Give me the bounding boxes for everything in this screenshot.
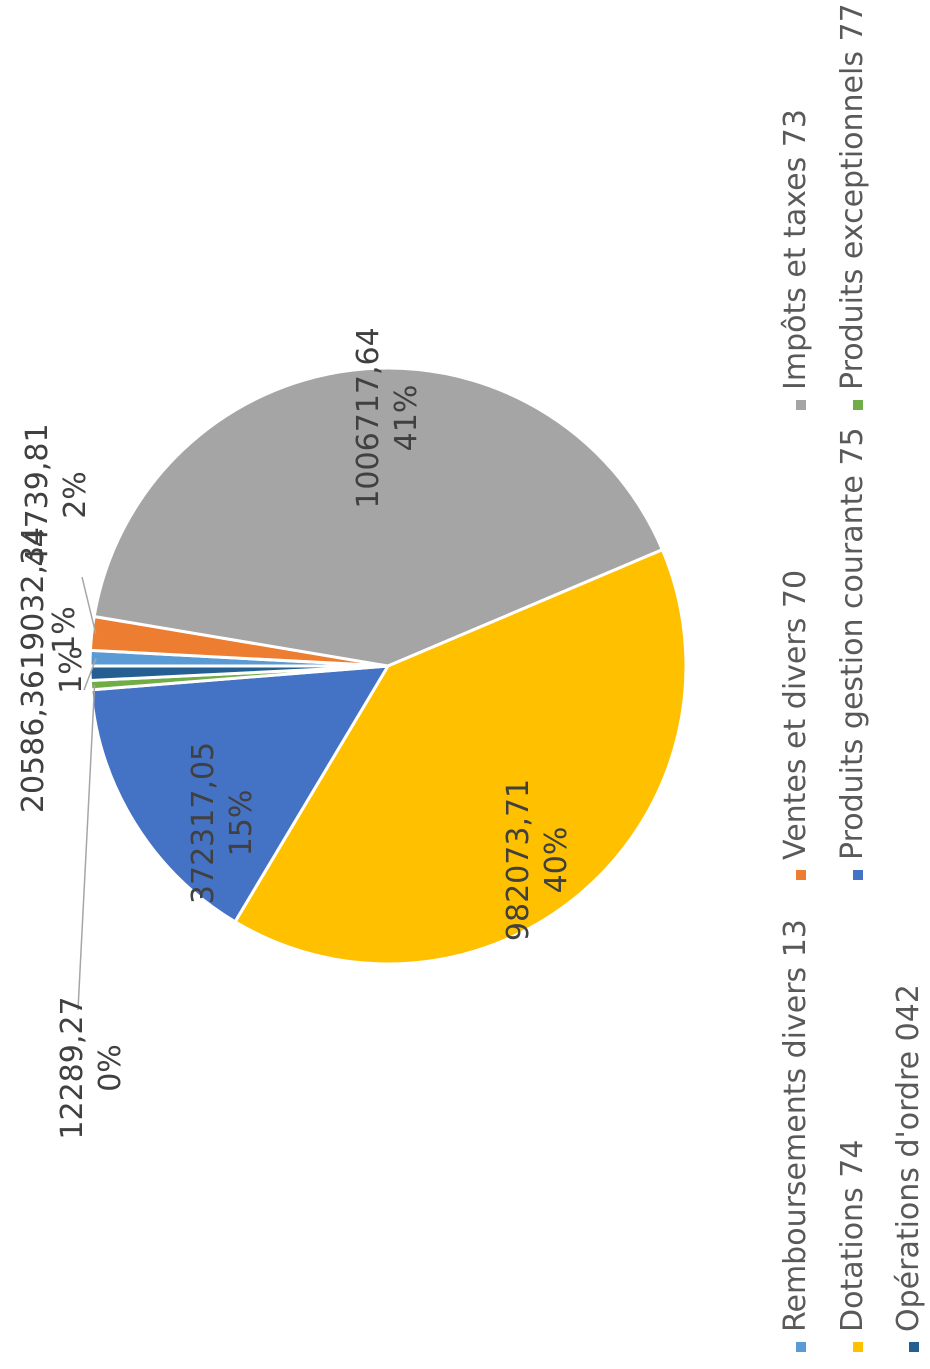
legend-label-ventes-et-divers-70: Ventes et divers 70 bbox=[778, 570, 813, 860]
value-label-ventes-et-divers-70: 44739,81 bbox=[20, 423, 55, 566]
legend-swatch-dotations-74 bbox=[853, 1342, 863, 1352]
value-label-impots-et-taxes-73: 1006717,64 bbox=[351, 327, 386, 508]
percent-label-ventes-et-divers-70: 2% bbox=[58, 471, 93, 519]
legend-swatch-impots-et-taxes-73 bbox=[796, 400, 806, 410]
legend-item-produits-gestion-courante-75: Produits gestion courante 75 bbox=[835, 427, 870, 880]
percent-label-produits-gestion-courante-75: 15% bbox=[224, 790, 259, 857]
legend-label-operations-d-ordre-042: Opérations d'ordre 042 bbox=[891, 984, 926, 1332]
value-label-remboursements-divers-13: 20586,3619032,34 bbox=[16, 527, 51, 813]
data-label-produits-exceptionnels-77: 12289,27 0% bbox=[55, 996, 128, 1139]
slice-dotations-74 bbox=[233, 547, 688, 966]
legend-item-produits-exceptionnels-77: Produits exceptionnels 77 bbox=[835, 3, 870, 410]
percent-label-dotations-74: 40% bbox=[539, 827, 574, 894]
legend: Remboursements divers 13 Ventes et divers… bbox=[778, 3, 926, 1352]
leader-line-ventes-et-divers-70 bbox=[81, 576, 97, 634]
value-label-produits-exceptionnels-77: 12289,27 bbox=[55, 996, 90, 1139]
leader-line-produits-exceptionnels-77 bbox=[77, 684, 96, 1011]
data-label-produits-gestion-courante-75: 372317,05 15% bbox=[186, 742, 259, 904]
legend-swatch-produits-gestion-courante-75 bbox=[853, 870, 863, 880]
percent-label-produits-exceptionnels-77: 0% bbox=[93, 1044, 128, 1092]
percent-label-impots-et-taxes-73: 41% bbox=[389, 385, 424, 452]
legend-item-operations-d-ordre-042: Opérations d'ordre 042 bbox=[891, 984, 926, 1352]
data-label-impots-et-taxes-73: 1006717,64 41% bbox=[351, 327, 424, 508]
leader-line-remboursements-divers-13 bbox=[83, 658, 97, 691]
data-label-ventes-et-divers-70: 44739,81 2% bbox=[20, 423, 93, 566]
value-label-produits-gestion-courante-75: 372317,05 bbox=[186, 742, 221, 904]
legend-label-remboursements-divers-13: Remboursements divers 13 bbox=[778, 919, 813, 1332]
data-label-remboursements-divers-13: 20586,3619032,34 1% bbox=[16, 527, 89, 813]
legend-item-impots-et-taxes-73: Impôts et taxes 73 bbox=[778, 109, 813, 410]
value-label-dotations-74: 982073,71 bbox=[501, 779, 536, 941]
slice-produits-gestion-courante-75 bbox=[89, 664, 391, 924]
legend-label-produits-exceptionnels-77: Produits exceptionnels 77 bbox=[835, 3, 870, 390]
legend-label-impots-et-taxes-73: Impôts et taxes 73 bbox=[778, 109, 813, 390]
legend-label-produits-gestion-courante-75: Produits gestion courante 75 bbox=[835, 427, 870, 860]
legend-swatch-produits-exceptionnels-77 bbox=[853, 400, 863, 410]
data-label-operations-d-ordre-042: 1% bbox=[47, 606, 82, 654]
data-labels: 20586,3619032,34 1%44739,81 2% 1006717,64 41… bbox=[16, 327, 574, 1139]
legend-swatch-remboursements-divers-13 bbox=[796, 1342, 806, 1352]
legend-swatch-ventes-et-divers-70 bbox=[796, 870, 806, 880]
legend-item-remboursements-divers-13: Remboursements divers 13 bbox=[778, 919, 813, 1352]
pie-slices bbox=[88, 366, 688, 966]
legend-swatch-operations-d-ordre-042 bbox=[909, 1342, 919, 1352]
legend-item-ventes-et-divers-70: Ventes et divers 70 bbox=[778, 570, 813, 880]
data-label-dotations-74: 982073,71 40% bbox=[501, 779, 574, 941]
percent-label-operations-d-ordre-042: 1% bbox=[47, 606, 82, 654]
legend-item-dotations-74: Dotations 74 bbox=[835, 1140, 870, 1352]
leader-lines bbox=[77, 576, 97, 1011]
percent-label-remboursements-divers-13: 1% bbox=[54, 646, 89, 694]
legend-label-dotations-74: Dotations 74 bbox=[835, 1140, 870, 1332]
slice-impots-et-taxes-73 bbox=[92, 366, 665, 668]
